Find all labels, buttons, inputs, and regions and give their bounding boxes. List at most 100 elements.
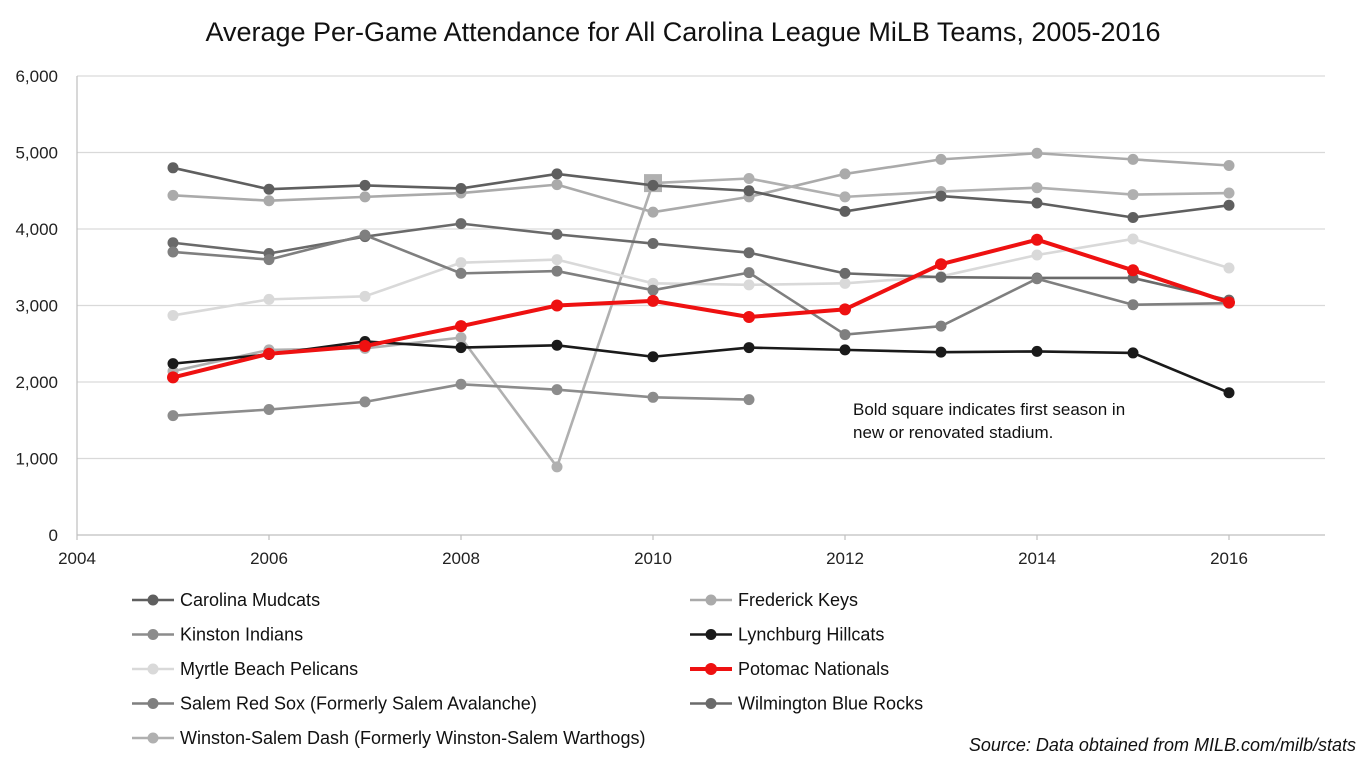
data-point [1127,299,1139,311]
data-point [455,257,467,269]
data-point [1031,345,1043,357]
y-tick-label: 2,000 [15,373,58,392]
data-point [1127,347,1139,359]
data-point [263,195,275,207]
x-tick-label: 2006 [250,549,288,568]
legend-label: Potomac Nationals [738,659,889,679]
legend-item-frederick-keys: Frederick Keys [690,590,858,610]
legend-swatch-marker [147,629,159,640]
legend-label: Carolina Mudcats [180,590,320,610]
x-tick-label: 2014 [1018,549,1056,568]
legend-label: Myrtle Beach Pelicans [180,659,358,679]
annotation: Bold square indicates first season in new… [853,400,1125,442]
y-tick-label: 1,000 [15,450,58,469]
series-line [172,151,1230,214]
data-point [167,358,179,370]
data-point [359,229,371,241]
data-point [1031,197,1043,209]
series-line [172,166,1230,219]
data-point [743,173,755,185]
data-point [839,303,851,316]
data-point [1031,249,1043,261]
data-point [551,461,563,473]
data-point [1031,233,1043,246]
y-tick-label: 6,000 [15,67,58,86]
data-point [839,205,851,217]
data-point [743,267,755,279]
data-point [455,342,467,354]
data-point [935,153,947,165]
data-point [839,191,851,203]
legend-item-carolina-mudcats: Carolina Mudcats [132,590,320,610]
data-point [1223,187,1235,199]
annotation-line: new or renovated stadium. [853,423,1053,442]
data-point [1223,387,1235,399]
data-point [935,190,947,202]
data-point [167,189,179,201]
data-point [1031,273,1043,285]
data-point [647,238,659,250]
data-point [647,179,659,191]
legend-item-myrtle-beach-pelicans: Myrtle Beach Pelicans [132,659,358,679]
data-point [1127,189,1139,201]
legend-label: Kinston Indians [180,625,303,645]
data-point [743,394,755,406]
series-potomac-nationals [167,233,1235,384]
data-point [551,254,563,266]
legend-item-winston-salem-dash: Winston-Salem Dash (Formerly Winston-Sal… [132,728,645,748]
data-point [167,410,179,422]
series-line [172,340,1230,394]
series-carolina-mudcats [167,162,1235,224]
legend-item-salem-red-sox: Salem Red Sox (Formerly Salem Avalanche) [132,694,537,714]
legend-label: Lynchburg Hillcats [738,625,884,645]
data-point [1223,296,1235,309]
data-point [1031,182,1043,194]
data-point [839,267,851,279]
y-tick-label: 5,000 [15,144,58,163]
chart-title: Average Per-Game Attendance for All Caro… [205,17,1160,47]
data-point [1127,264,1139,277]
data-point [935,271,947,283]
data-point [839,329,851,341]
series-wilmington-blue-rocks [167,218,1235,306]
gridlines [77,75,1325,460]
x-tick-label: 2016 [1210,549,1248,568]
series-myrtle-beach-pelicans [167,233,1235,321]
legend-swatch-marker [705,629,717,640]
data-point [455,332,467,344]
data-point [935,320,947,332]
legend-item-potomac-nationals: Potomac Nationals [690,659,889,679]
data-point [647,294,659,307]
data-point [839,168,851,180]
series-line [172,237,1230,380]
legend-swatch-marker [147,594,159,606]
data-point [647,206,659,218]
series-line [172,177,1230,469]
data-point [1127,153,1139,165]
data-point [1127,233,1139,245]
data-point [935,346,947,358]
legend-label: Winston-Salem Dash (Formerly Winston-Sal… [180,728,645,748]
data-point [359,340,371,353]
data-point [647,284,659,296]
legend-swatch-marker [705,698,717,709]
data-point [551,179,563,191]
data-point [263,293,275,305]
legend-swatch-marker [705,594,717,606]
annotation-line: Bold square indicates first season in [853,400,1125,419]
x-tick-label: 2008 [442,549,480,568]
data-point [455,320,467,333]
data-point [647,351,659,363]
legend-swatch-marker [147,732,159,744]
y-tick-label: 0 [49,526,58,545]
data-point [359,191,371,203]
x-tick-label: 2010 [634,549,672,568]
data-point [551,384,563,396]
axes [76,76,1325,540]
legend-item-kinston-indians: Kinston Indians [132,625,303,645]
data-point [551,168,563,180]
data-point [551,265,563,277]
data-point [839,344,851,356]
legend: Carolina Mudcats Kinston Indians Myrtle Be… [132,590,923,748]
legend-item-lynchburg-hillcats: Lynchburg Hillcats [690,625,884,645]
